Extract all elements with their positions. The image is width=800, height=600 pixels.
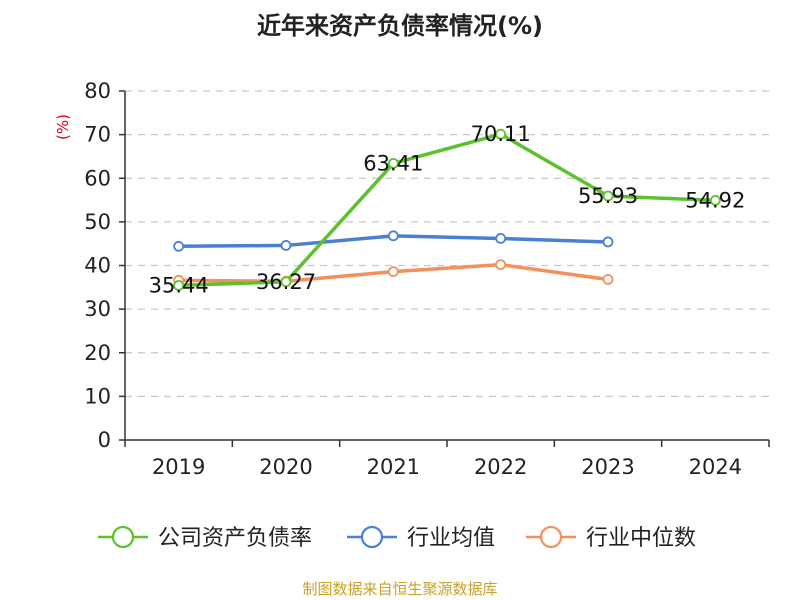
data-point xyxy=(602,236,614,248)
y-tick-label: 40 xyxy=(84,254,111,278)
legend-marker-1 xyxy=(360,525,384,549)
y-tick-label: 70 xyxy=(84,123,111,147)
x-tick-label: 2024 xyxy=(689,455,742,479)
x-tick-label: 2020 xyxy=(259,455,312,479)
data-label: 63.41 xyxy=(363,151,423,175)
data-label: 55.93 xyxy=(578,184,638,208)
legend-label-1: 行业均值 xyxy=(407,526,495,551)
data-point xyxy=(602,274,614,285)
data-point xyxy=(280,240,292,251)
data-point xyxy=(387,157,399,169)
data-source-note: 制图数据来自恒生聚源数据库 xyxy=(302,580,498,598)
x-tick-label: 2023 xyxy=(581,455,634,479)
legend-label-2: 行业中位数 xyxy=(586,526,696,551)
legend-label-0: 公司资产负债率 xyxy=(158,526,312,551)
chart-title: 近年来资产负债率情况(%) xyxy=(257,12,543,40)
data-point xyxy=(173,240,185,252)
data-point xyxy=(709,195,721,206)
x-tick-label: 2022 xyxy=(474,455,527,479)
data-point xyxy=(495,259,507,271)
data-point xyxy=(495,128,507,140)
y-tick-label: 10 xyxy=(84,384,111,408)
data-label: 70.11 xyxy=(471,122,531,146)
y-axis-label: (%) xyxy=(54,114,72,140)
y-tick-label: 80 xyxy=(84,79,111,103)
data-point xyxy=(495,233,507,244)
y-tick-label: 0 xyxy=(98,428,111,452)
y-tick-label: 20 xyxy=(84,341,111,365)
data-label: 36.27 xyxy=(256,270,316,294)
x-tick-label: 2021 xyxy=(367,455,420,479)
y-tick-label: 30 xyxy=(84,297,111,321)
legend-marker-0 xyxy=(111,525,135,549)
data-point xyxy=(602,190,614,202)
data-point xyxy=(387,230,399,242)
data-label: 54.92 xyxy=(685,188,745,212)
x-tick-label: 2019 xyxy=(152,455,205,479)
y-tick-label: 60 xyxy=(84,166,111,190)
data-point xyxy=(173,279,185,291)
data-point xyxy=(387,266,399,278)
legend-marker-2 xyxy=(539,525,563,549)
data-point xyxy=(280,276,292,288)
y-tick-label: 50 xyxy=(84,210,111,234)
series-line-0 xyxy=(178,132,716,288)
data-label: 35.44 xyxy=(149,273,209,297)
